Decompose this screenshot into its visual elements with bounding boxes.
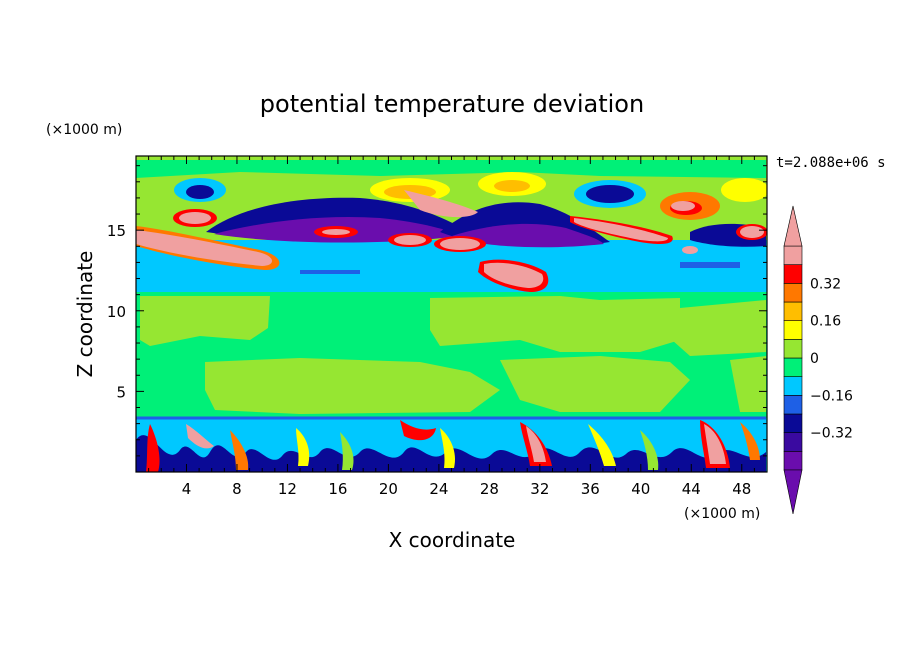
lower-warm-plume (704, 424, 726, 464)
x-tick-label: 8 (232, 480, 242, 498)
lower-warm-plume (146, 424, 160, 472)
warm-cell (179, 212, 211, 224)
y-axis: 5 10 15 (107, 165, 767, 457)
colorbar-swatch (783, 432, 803, 452)
lower-warm-plume (526, 426, 546, 462)
y-tick-label: 5 (116, 383, 126, 401)
colorbar-swatch (783, 301, 803, 321)
upper-cold-cell (186, 185, 214, 199)
colorbar-swatch (783, 395, 803, 415)
x-tick-label: 44 (682, 480, 701, 498)
x-tick-label: 12 (278, 480, 297, 498)
x-axis-label: X coordinate (389, 528, 516, 552)
warm-streak (574, 218, 668, 242)
x-tick-label: 24 (429, 480, 448, 498)
lower-warm-plume (400, 420, 436, 441)
y-unit-label: (×1000 m) (46, 122, 122, 138)
colorbar: 0.32 0.16 0 −0.16 −0.32 (783, 205, 853, 515)
colorbar-tick-label: 0.32 (810, 276, 841, 292)
warm-cell (484, 262, 544, 288)
chart-title: potential temperature deviation (260, 90, 644, 118)
warm-cell (682, 246, 698, 254)
x-tick-label: 36 (581, 480, 600, 498)
warm-cell (394, 235, 426, 245)
colorbar-tick-label: −0.16 (810, 388, 853, 404)
y-tick-label: 15 (107, 222, 126, 240)
x-tick-label: 16 (328, 480, 347, 498)
mid-patch (140, 296, 270, 346)
x-tick-label: 40 (631, 480, 650, 498)
cold-lens (452, 223, 604, 248)
y-tick-label: 10 (107, 303, 126, 321)
y-axis-label: Z coordinate (73, 251, 97, 378)
mid-patch (730, 356, 766, 412)
colorbar-tick-label: 0 (810, 351, 819, 367)
lower-warm-plume (230, 430, 249, 470)
warm-streak (404, 190, 478, 218)
lower-warm-plume (186, 424, 214, 449)
colorbar-extend-low (783, 469, 803, 515)
colorbar-swatch (783, 376, 803, 396)
colorbar-swatch (783, 451, 803, 471)
contour-field (136, 156, 767, 472)
colorbar-swatch (783, 339, 803, 359)
lower-warm-plume (740, 422, 760, 460)
cold-band-streak (300, 270, 360, 274)
colorbar-swatch (783, 357, 803, 377)
lower-warm-plume (296, 428, 310, 466)
colorbar-swatch (783, 283, 803, 303)
x-tick-label: 20 (379, 480, 398, 498)
mid-patch (205, 358, 500, 414)
colorbar-tick-label: 0.16 (810, 314, 841, 330)
warm-cell (440, 238, 480, 250)
lower-warm-plume (588, 424, 616, 466)
colorbar-swatch (783, 264, 803, 284)
lower-warm-plume (340, 432, 354, 470)
lower-warm-plume (440, 428, 456, 468)
x-tick-label: 32 (530, 480, 549, 498)
lower-warm-plume (640, 430, 659, 470)
upper-green (136, 160, 766, 178)
x-tick-label: 4 (182, 480, 192, 498)
cold-band-streak (680, 262, 740, 268)
x-tick-label: 48 (732, 480, 751, 498)
colorbar-tick-label: −0.32 (810, 426, 853, 442)
x-tick-label: 28 (480, 480, 499, 498)
x-unit-label: (×1000 m) (684, 506, 760, 522)
x-axis: 4 8 12 16 20 24 28 32 36 40 44 48 (148, 156, 755, 498)
warm-streak (136, 230, 273, 266)
warm-cell (740, 226, 764, 238)
upper-warm-cell (494, 180, 530, 192)
colorbar-swatch (783, 320, 803, 340)
warm-cell (671, 201, 695, 211)
colorbar-swatch (783, 413, 803, 433)
mid-patch (430, 296, 680, 352)
colorbar-swatch (783, 245, 803, 265)
mid-patch (672, 300, 766, 356)
colorbar-extend-high (783, 205, 803, 247)
time-label: t=2.088e+06 s (776, 155, 886, 171)
upper-warm-cell (721, 178, 767, 202)
mid-patch (500, 356, 690, 412)
upper-cold-cell (586, 185, 634, 203)
warm-cell (322, 229, 350, 235)
